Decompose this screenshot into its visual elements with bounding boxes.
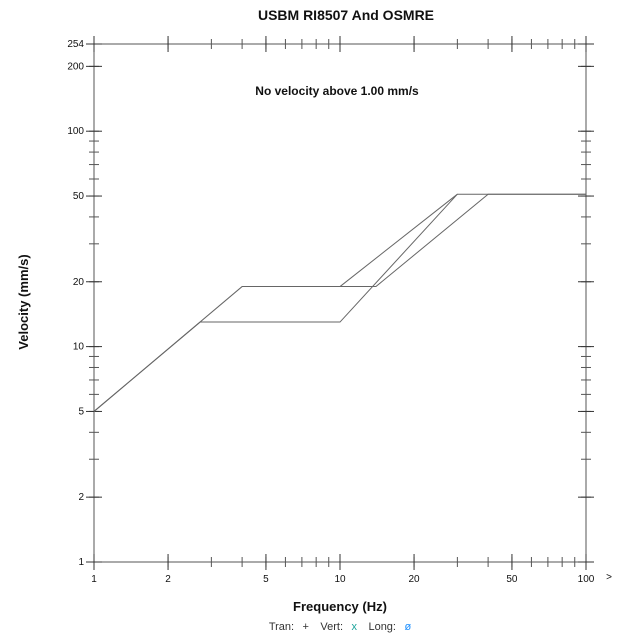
axis-tick-labels: 1 2 5 10 20 50 100 1 2 5 10 20 50 100 200 254: [67, 39, 594, 585]
x-tick-label: 1: [91, 574, 97, 585]
x-tick-label: 100: [578, 574, 595, 585]
limit-line-1: [93, 193, 586, 412]
legend-long-marker: ø: [404, 621, 411, 633]
y-tick-label: 10: [73, 342, 85, 353]
x-tick-label: 10: [334, 574, 346, 585]
x-overflow-marker: >: [606, 572, 612, 583]
limit-line-2: [93, 193, 586, 412]
legend-tran-marker: +: [303, 621, 309, 633]
chart-title: USBM RI8507 And OSMRE: [258, 7, 434, 23]
no-velocity-annotation: No velocity above 1.00 mm/s: [255, 84, 419, 98]
y-tick-label: 1: [78, 557, 84, 568]
series-layer: [93, 193, 586, 412]
x-tick-label: 20: [408, 574, 420, 585]
legend-tran-label: Tran:: [269, 621, 294, 633]
axis-ticks: [86, 36, 594, 570]
y-tick-label: 100: [67, 126, 84, 137]
legend-long-label: Long:: [368, 621, 396, 633]
x-tick-label: 2: [165, 574, 171, 585]
y-tick-label: 5: [78, 406, 84, 417]
y-tick-label: 20: [73, 277, 85, 288]
x-tick-label: 50: [506, 574, 518, 585]
plot-frame: [93, 43, 587, 563]
legend-vert-label: Vert:: [320, 621, 343, 633]
y-tick-label: 254: [67, 39, 84, 50]
legend-vert-marker: x: [352, 621, 358, 633]
y-tick-label: 200: [67, 61, 84, 72]
x-axis-label: Frequency (Hz): [293, 599, 387, 614]
y-tick-label: 50: [73, 191, 85, 202]
legend: Tran: + Vert: x Long: ø: [269, 617, 412, 634]
limit-line-3: [339, 193, 458, 287]
y-axis-label: Velocity (mm/s): [16, 254, 31, 349]
x-tick-label: 5: [263, 574, 269, 585]
y-tick-label: 2: [78, 492, 84, 503]
